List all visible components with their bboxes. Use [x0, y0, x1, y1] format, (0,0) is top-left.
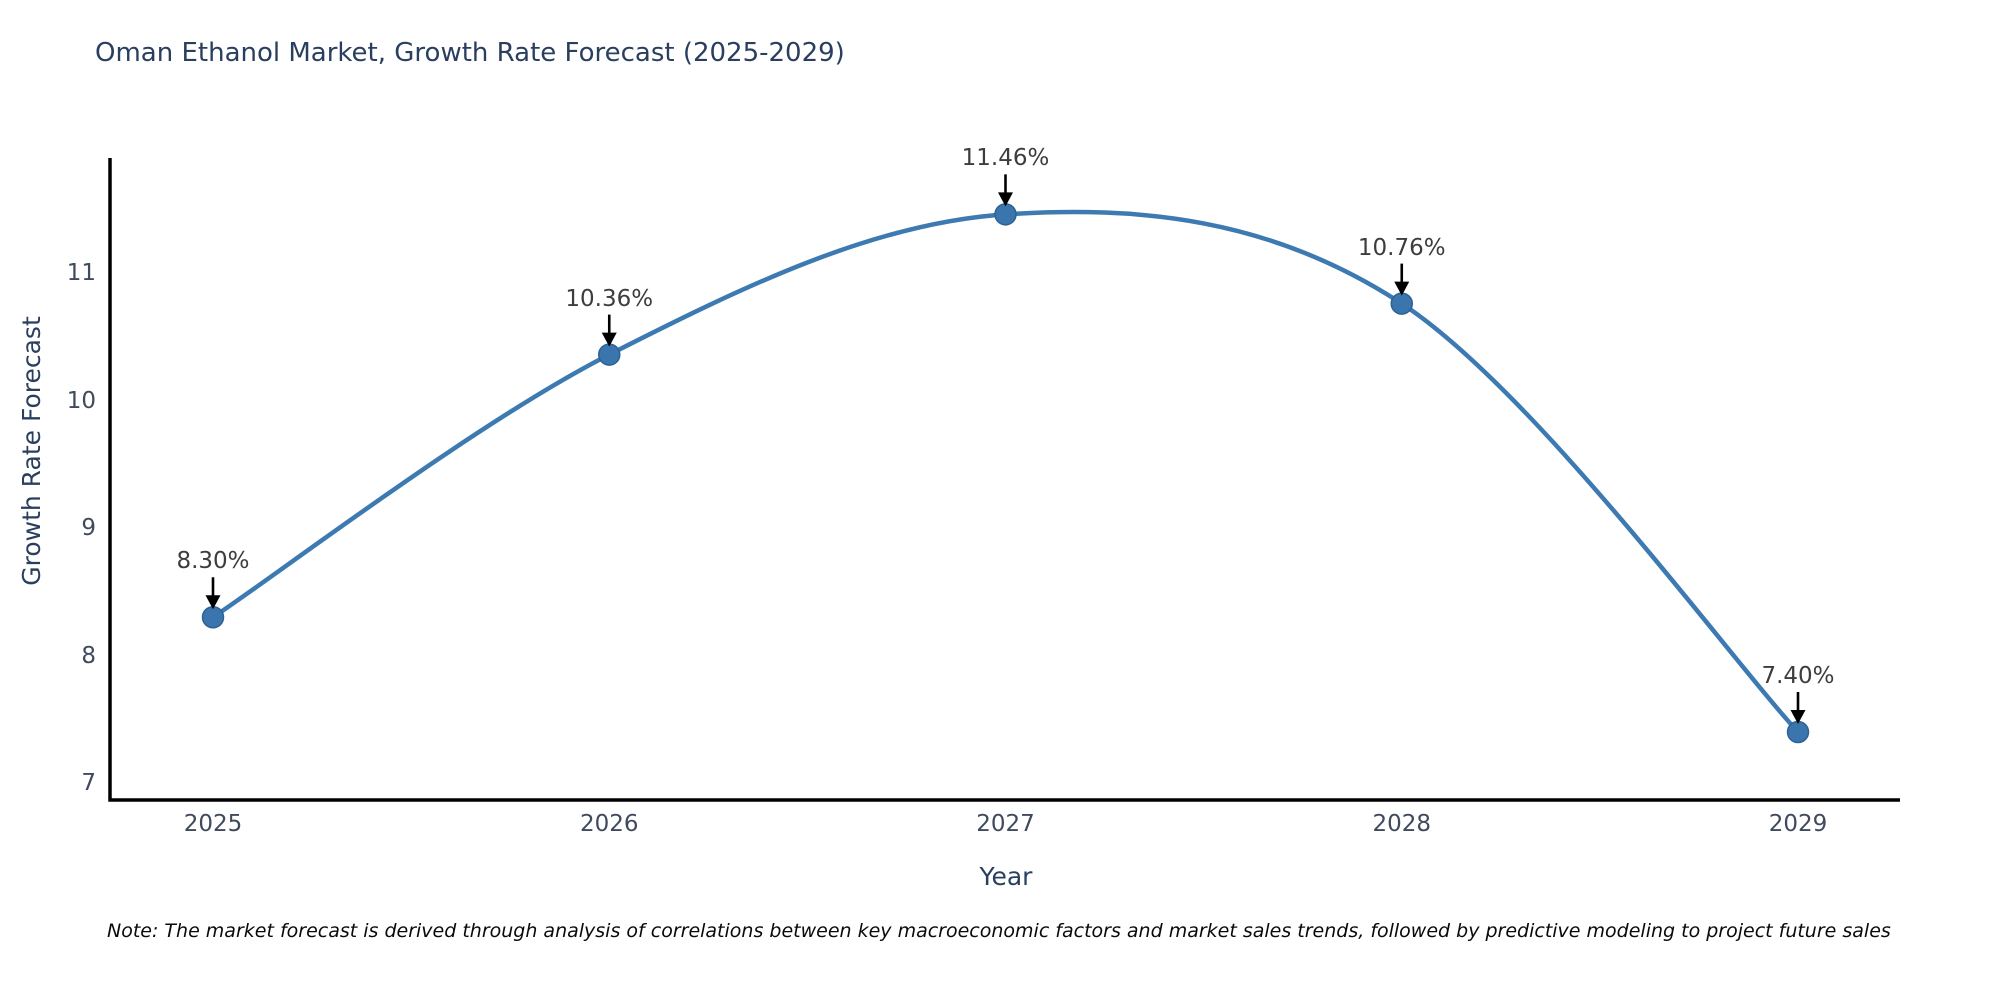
x-axis-title: Year [979, 862, 1033, 891]
chart-title: Oman Ethanol Market, Growth Rate Forecas… [95, 38, 845, 68]
y-tick-label: 10 [66, 387, 96, 414]
x-tick-label: 2028 [1372, 811, 1432, 837]
axes [108, 158, 1900, 802]
annotation-arrows [205, 174, 1806, 724]
data-point-marker [598, 343, 621, 366]
point-value-label: 10.76% [1357, 234, 1446, 261]
data-point-marker [994, 203, 1017, 226]
y-tick-label: 11 [66, 260, 96, 286]
x-tick-label: 2026 [579, 811, 639, 837]
x-tick-label: 2029 [1768, 811, 1828, 837]
annotation-arrowhead [601, 332, 617, 347]
y-tick-label: 8 [81, 642, 96, 669]
footnote: Note: The market forecast is derived thr… [107, 920, 1891, 942]
annotation-arrowhead [998, 192, 1013, 207]
line-series [201, 203, 1810, 744]
point-value-label: 11.46% [961, 145, 1050, 172]
data-point-marker [201, 606, 225, 629]
annotation-arrowhead [205, 595, 221, 610]
y-axis-title: Growth Rate Forecast [17, 316, 46, 586]
x-tick-label: 2027 [976, 811, 1035, 837]
x-tick-label: 2025 [183, 811, 243, 837]
point-value-label: 7.40% [1761, 663, 1835, 689]
annotation-arrowhead [1790, 710, 1806, 724]
point-value-label: 8.30% [176, 548, 250, 575]
forecast-line [210, 209, 1801, 735]
point-value-label: 10.36% [565, 285, 654, 312]
data-point-marker [1786, 720, 1810, 744]
annotation-arrowhead [1394, 281, 1410, 296]
data-point-marker [1390, 292, 1413, 315]
y-tick-label: 7 [81, 770, 96, 796]
y-tick-label: 9 [81, 515, 96, 541]
